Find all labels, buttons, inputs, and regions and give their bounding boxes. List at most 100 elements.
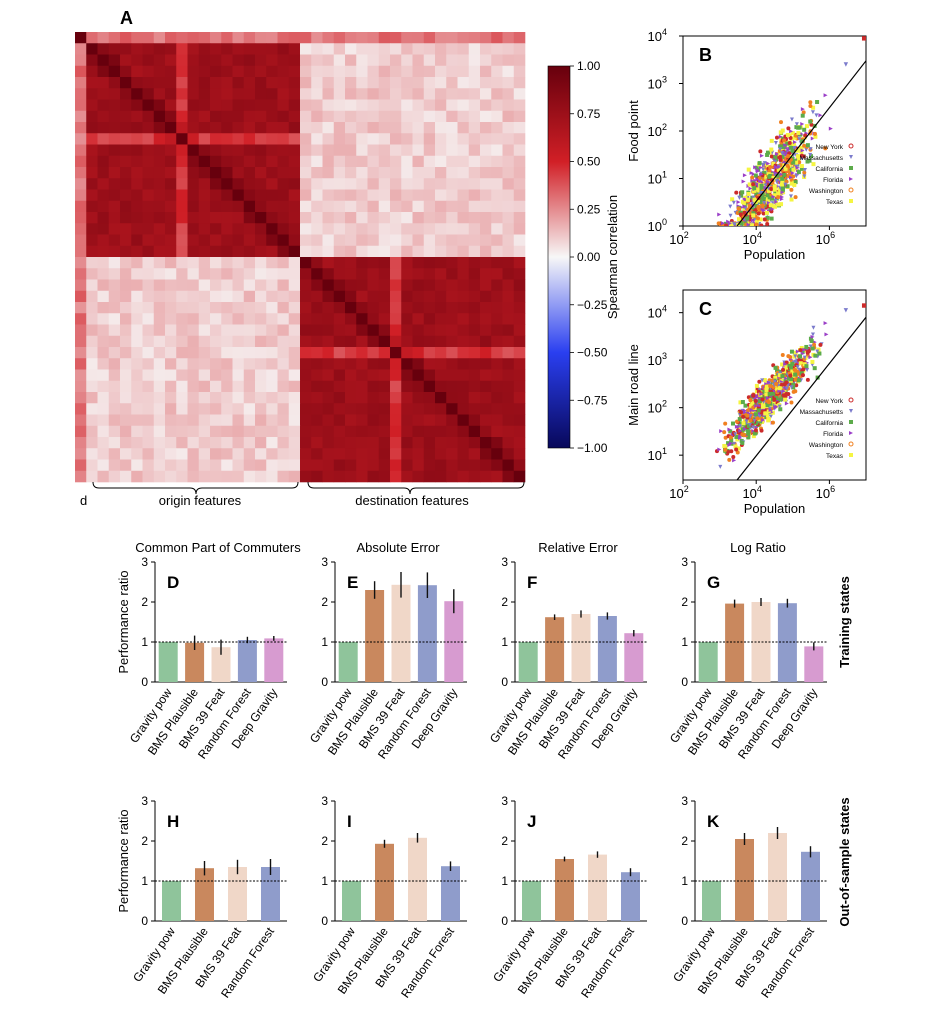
heatmap-cell	[176, 65, 188, 78]
heatmap-cell	[131, 189, 143, 202]
heatmap-cell	[120, 425, 132, 438]
heatmap-cell	[176, 212, 188, 224]
scatter-point	[773, 375, 778, 380]
scatter-point	[754, 404, 759, 409]
heatmap-cell	[468, 380, 481, 393]
heatmap-cell	[232, 425, 245, 438]
heatmap-cell	[491, 257, 503, 269]
scatter-point	[760, 397, 765, 402]
heatmap-cell	[266, 77, 278, 89]
scatter-point	[752, 217, 757, 222]
heatmap-cell	[345, 178, 357, 190]
heatmap-cell	[333, 110, 346, 123]
heatmap-cell	[378, 414, 391, 427]
heatmap-cell	[165, 32, 177, 44]
heatmap-cell	[187, 212, 200, 224]
heatmap-cell	[176, 437, 188, 449]
heatmap-cell	[165, 122, 177, 134]
scatter-point	[750, 400, 755, 405]
heatmap-cell	[435, 110, 447, 123]
heatmap-cell	[142, 88, 155, 100]
x-tick-label: 102	[669, 230, 688, 247]
scatter-point	[761, 418, 766, 423]
heatmap-cell	[221, 302, 233, 314]
heatmap-cell	[457, 144, 470, 157]
heatmap-cell	[97, 167, 110, 179]
heatmap-cell	[423, 313, 436, 325]
scatter-point	[802, 167, 807, 172]
scatter-point	[728, 435, 733, 440]
heatmap-cell	[367, 43, 380, 55]
heatmap-cell	[131, 223, 143, 235]
heatmap-cell	[255, 268, 267, 280]
heatmap-cell	[378, 245, 391, 258]
heatmap-cell	[86, 234, 98, 247]
scatter-point	[768, 203, 773, 208]
heatmap-cell	[401, 155, 413, 168]
heatmap-cell	[108, 77, 121, 89]
heatmap-cell	[86, 347, 98, 359]
heatmap-cell	[131, 279, 143, 292]
heatmap-cell	[277, 437, 290, 449]
heatmap-cell	[97, 437, 110, 449]
scatter-point	[786, 126, 791, 131]
heatmap-cell	[480, 212, 492, 224]
heatmap-cell	[423, 54, 436, 67]
heatmap-cell	[390, 347, 402, 359]
heatmap-cell	[435, 200, 447, 213]
heatmap-cell	[187, 459, 200, 472]
heatmap-cell	[97, 448, 110, 460]
scatter-point	[781, 147, 786, 152]
heatmap-cell	[378, 257, 391, 269]
heatmap-cell	[97, 189, 110, 202]
heatmap-cell	[468, 358, 481, 370]
heatmap-cell	[345, 425, 357, 438]
heatmap-cell	[97, 470, 110, 483]
heatmap-cell	[75, 99, 87, 112]
heatmap-cell	[243, 257, 256, 269]
heatmap-cell	[468, 257, 481, 269]
heatmap-cell	[491, 77, 503, 89]
heatmap-cell	[322, 167, 335, 179]
heatmap-cell	[221, 167, 233, 179]
scatter-point	[748, 418, 753, 423]
heatmap-cell	[210, 32, 222, 44]
heatmap-cell	[266, 200, 278, 213]
heatmap-cell	[401, 403, 413, 415]
scatter-point	[793, 180, 798, 185]
scatter-point	[761, 196, 766, 201]
heatmap-cell	[356, 279, 368, 292]
scatter-point	[808, 344, 813, 349]
heatmap-cell	[367, 425, 380, 438]
scatter-point	[732, 442, 737, 447]
heatmap-cell	[131, 380, 143, 393]
heatmap-cell	[120, 223, 132, 235]
heatmap-cell	[243, 425, 256, 438]
heatmap-cell	[446, 223, 458, 235]
heatmap-cell	[345, 437, 357, 449]
heatmap-cell	[513, 200, 526, 213]
heatmap-cell	[401, 77, 413, 89]
scatter-point	[758, 419, 763, 424]
heatmap-cell	[198, 302, 211, 314]
scatter-point	[765, 193, 770, 198]
heatmap-cell	[277, 279, 290, 292]
heatmap-cell	[446, 43, 458, 55]
scatter-point	[743, 427, 748, 432]
heatmap-cell	[277, 144, 290, 157]
scatter-point	[743, 197, 748, 202]
heatmap-cell	[491, 279, 503, 292]
heatmap-cell	[232, 144, 245, 157]
y-tick-label: 0	[501, 914, 508, 928]
heatmap-cell	[356, 257, 368, 269]
heatmap-cell	[513, 65, 526, 78]
heatmap-cell	[97, 414, 110, 427]
heatmap-cell	[198, 234, 211, 247]
heatmap-cell	[435, 65, 447, 78]
heatmap-cell	[378, 189, 391, 202]
heatmap-cell	[108, 178, 121, 190]
legend-marker	[848, 397, 854, 403]
heatmap-cell	[255, 335, 267, 348]
scatter-point	[756, 211, 761, 216]
